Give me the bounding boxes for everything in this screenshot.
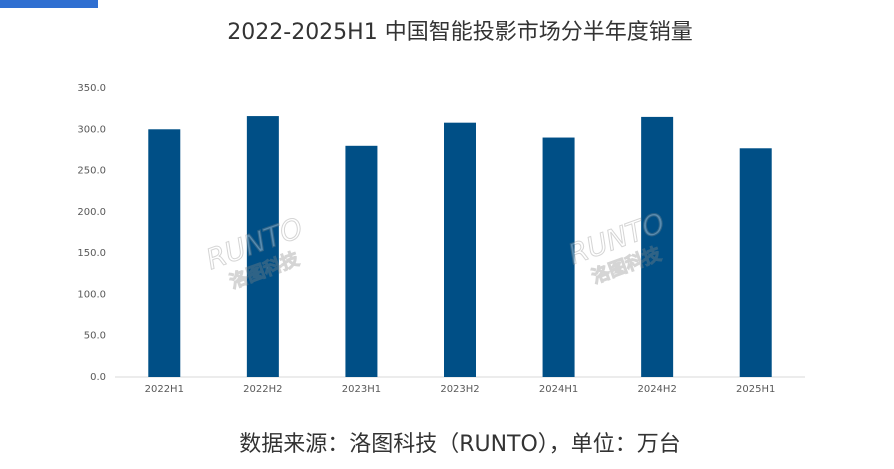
bar bbox=[148, 129, 181, 377]
x-tick-label: 2024H2 bbox=[637, 384, 676, 395]
y-tick-label: 200.0 bbox=[77, 207, 106, 218]
y-tick-label: 0.0 bbox=[90, 372, 106, 383]
corner-decoration bbox=[0, 0, 98, 8]
y-tick-label: 350.0 bbox=[77, 83, 106, 94]
bar bbox=[246, 116, 279, 378]
source-note: 数据来源：洛图科技（RUNTO），单位：万台 bbox=[239, 432, 681, 457]
y-tick-label: 250.0 bbox=[77, 166, 106, 177]
x-tick-label: 2024H1 bbox=[539, 384, 578, 395]
plot: 0.0 50.0 100.0 150.0 200.0 250.0 300.0 350.0 202… bbox=[77, 83, 775, 395]
x-tick-label: 2022H1 bbox=[145, 384, 184, 395]
bar bbox=[345, 145, 378, 377]
bar bbox=[739, 148, 772, 377]
y-tick-label: 150.0 bbox=[77, 248, 106, 259]
x-tick-label: 2025H1 bbox=[736, 384, 775, 395]
y-tick-label: 50.0 bbox=[84, 331, 106, 342]
y-tick-label: 300.0 bbox=[77, 124, 106, 135]
x-tick-label: 2023H2 bbox=[440, 384, 479, 395]
x-tick-label: 2023H1 bbox=[342, 384, 381, 395]
bar bbox=[444, 122, 476, 378]
bar bbox=[542, 137, 575, 377]
y-tick-label: 100.0 bbox=[77, 289, 106, 300]
x-tick-label: 2022H2 bbox=[243, 384, 282, 395]
bar bbox=[641, 116, 674, 378]
chart-title: 2022-2025H1 中国智能投影市场分半年度销量 bbox=[227, 20, 692, 45]
